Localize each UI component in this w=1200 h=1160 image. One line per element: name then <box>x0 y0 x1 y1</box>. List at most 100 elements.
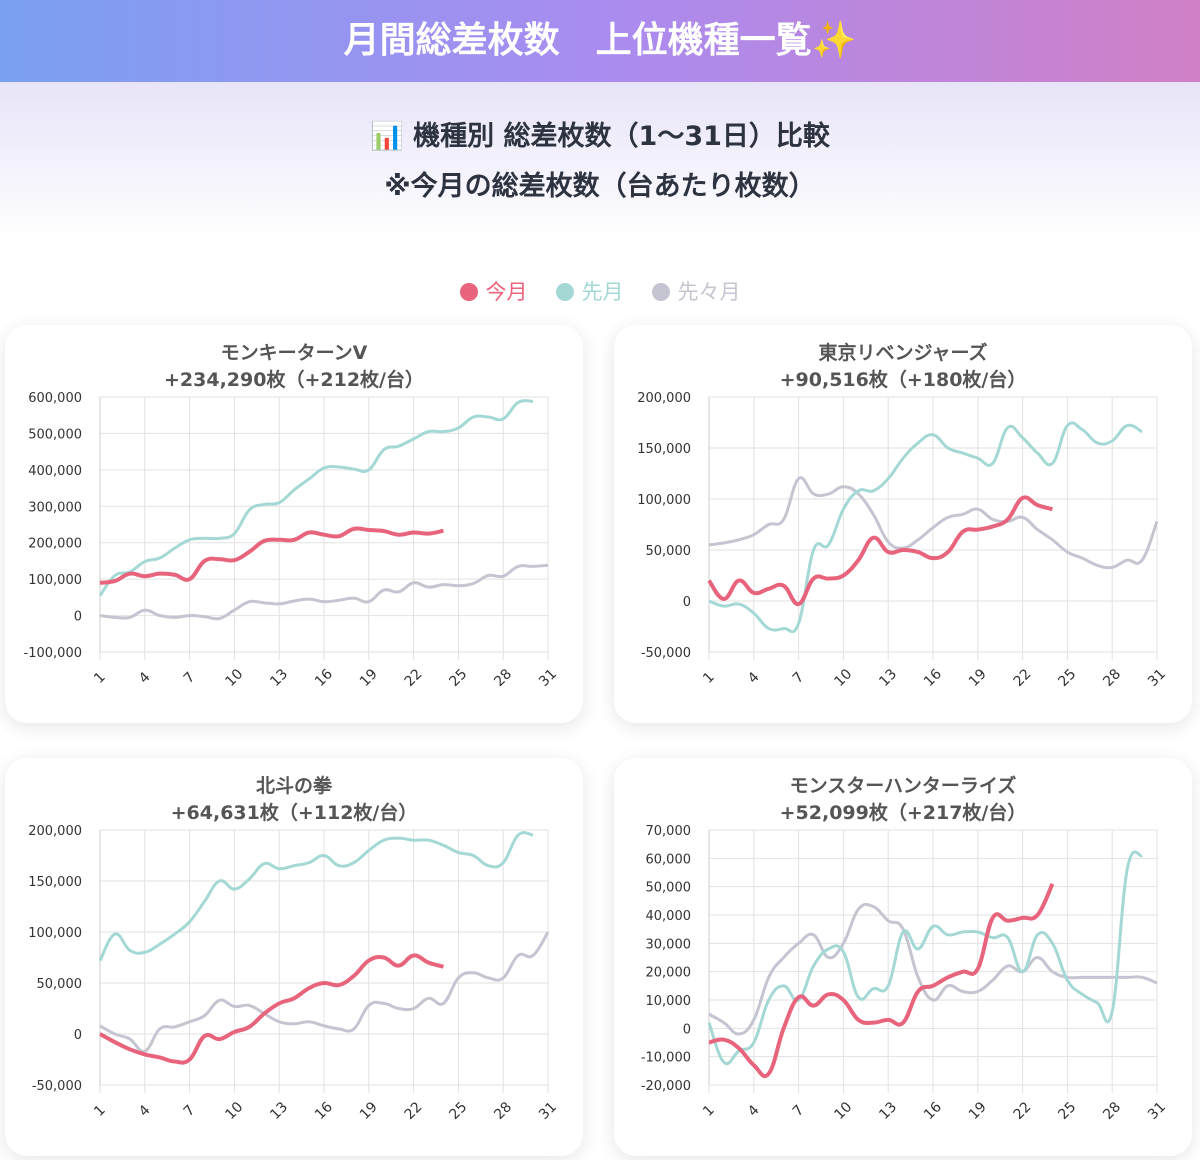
y-tick-label: 0 <box>74 610 82 625</box>
chart-subtitle: +234,290枚（+212枚/台） <box>164 368 424 391</box>
x-tick-label: 10 <box>831 666 855 690</box>
x-tick-label: 22 <box>1011 666 1035 690</box>
series-line <box>707 850 1144 1066</box>
y-tick-label: 50,000 <box>646 544 692 559</box>
x-tick-label: 7 <box>181 669 199 687</box>
x-tick-label: 28 <box>491 1099 515 1123</box>
y-tick-label: 200,000 <box>28 824 82 839</box>
chart-title: 北斗の拳 <box>256 774 333 797</box>
x-tick-label: 13 <box>267 666 291 690</box>
x-tick-label: 7 <box>790 669 808 687</box>
x-tick-label: 4 <box>745 669 763 687</box>
legend-item: 先月 <box>555 276 624 306</box>
x-tick-label: 13 <box>876 666 900 690</box>
chart-subtitle: +52,099枚（+217枚/台） <box>780 801 1027 824</box>
x-tick-label: 13 <box>267 1099 291 1123</box>
legend-dot <box>459 283 478 301</box>
x-tick-label: 4 <box>136 1102 154 1120</box>
y-tick-label: 150,000 <box>637 442 691 457</box>
legend-label: 今月 <box>485 280 528 304</box>
series-line <box>98 831 534 962</box>
x-tick-label: 31 <box>536 666 560 690</box>
legend-dot <box>555 283 574 301</box>
chart-title: モンスターハンターライズ <box>790 774 1017 797</box>
x-tick-label: 25 <box>1055 666 1079 690</box>
x-tick-label: 16 <box>921 1099 945 1123</box>
x-tick-label: 4 <box>136 669 154 687</box>
x-tick-label: 31 <box>1145 666 1169 690</box>
chart: 北斗の拳 +64,631枚（+112枚/台） -50,000 0 50,000 100,0… <box>28 774 560 1123</box>
x-tick-label: 28 <box>1100 666 1124 690</box>
y-tick-label: 20,000 <box>646 966 692 981</box>
chart-title: 東京リベンジャーズ <box>818 341 987 364</box>
y-tick-label: -50,000 <box>641 646 691 661</box>
x-tick-label: 10 <box>831 1099 855 1123</box>
y-tick-label: 400,000 <box>28 464 82 479</box>
x-tick-label: 7 <box>181 1102 199 1120</box>
x-tick-label: 19 <box>966 666 990 690</box>
y-tick-label: 200,000 <box>28 537 82 552</box>
series-line <box>99 563 549 621</box>
series-line <box>99 931 550 1054</box>
x-tick-label: 16 <box>312 666 336 690</box>
y-tick-label: 30,000 <box>646 937 692 952</box>
y-tick-label: 150,000 <box>28 875 82 890</box>
x-tick-label: 22 <box>402 666 426 690</box>
x-tick-label: 1 <box>700 1102 718 1120</box>
series-line <box>708 882 1055 1079</box>
series-line <box>707 495 1053 607</box>
y-tick-label: 500,000 <box>28 427 82 442</box>
series-line <box>708 902 1158 1036</box>
legend-label: 先々月 <box>677 280 741 304</box>
y-tick-label: 60,000 <box>646 852 692 867</box>
y-tick-label: 0 <box>683 1022 691 1037</box>
x-tick-label: 1 <box>91 669 109 687</box>
chart: モンキーターンV +234,290枚（+212枚/台） -100,000 0 100,0… <box>24 342 560 690</box>
page-title: 月間総差枚数 上位機種一覧✨ <box>0 0 1200 82</box>
series-line <box>708 421 1143 634</box>
chart: 東京リベンジャーズ +90,516枚（+180枚/台） -50,000 0 50,000… <box>637 341 1169 690</box>
series-line <box>99 526 444 585</box>
y-tick-label: 600,000 <box>28 391 82 406</box>
legend-label: 先月 <box>581 280 624 304</box>
x-tick-label: 16 <box>312 1099 336 1123</box>
y-tick-label: 0 <box>683 595 691 610</box>
x-tick-label: 25 <box>446 1099 470 1123</box>
y-tick-label: -50,000 <box>32 1079 82 1094</box>
x-tick-label: 16 <box>921 666 945 690</box>
y-tick-label: 70,000 <box>646 824 692 839</box>
x-tick-label: 22 <box>402 1099 426 1123</box>
x-tick-label: 10 <box>222 1099 246 1123</box>
x-tick-label: 28 <box>1100 1099 1124 1123</box>
x-tick-label: 10 <box>222 666 246 690</box>
chart-title: モンキーターンV <box>221 342 368 364</box>
x-tick-label: 31 <box>536 1099 560 1123</box>
y-tick-label: 40,000 <box>646 909 692 924</box>
x-tick-label: 19 <box>966 1099 990 1123</box>
y-tick-label: 100,000 <box>637 493 691 508</box>
x-tick-label: 25 <box>1055 1099 1079 1123</box>
series-line <box>99 953 444 1065</box>
y-tick-label: 50,000 <box>37 977 83 992</box>
y-tick-label: 200,000 <box>637 391 691 406</box>
y-tick-label: 100,000 <box>28 573 82 588</box>
x-tick-label: 7 <box>790 1102 808 1120</box>
section: 📊 機種別 総差枚数（1〜31日）比較 ※今月の総差枚数（台あたり枚数） <box>0 82 1200 242</box>
x-tick-label: 1 <box>91 1102 109 1120</box>
x-tick-label: 1 <box>700 669 718 687</box>
chart-card: モンキーターンV +234,290枚（+212枚/台） -100,000 0 100,0… <box>5 325 583 723</box>
y-tick-label: 10,000 <box>646 994 692 1009</box>
legend: 今月 先月 先々月 <box>0 276 1200 306</box>
section-title: 📊 機種別 総差枚数（1〜31日）比較 <box>370 121 830 152</box>
series-line <box>98 399 534 597</box>
chart-card: 北斗の拳 +64,631枚（+112枚/台） -50,000 0 50,000 100,0… <box>5 758 583 1156</box>
x-tick-label: 19 <box>357 1099 381 1123</box>
y-tick-label: 100,000 <box>28 926 82 941</box>
y-tick-label: 300,000 <box>28 500 82 515</box>
x-tick-label: 13 <box>876 1099 900 1123</box>
series-line <box>708 476 1159 570</box>
legend-dot <box>651 283 670 301</box>
y-tick-label: -10,000 <box>641 1051 691 1066</box>
legend-item: 今月 <box>459 276 528 306</box>
